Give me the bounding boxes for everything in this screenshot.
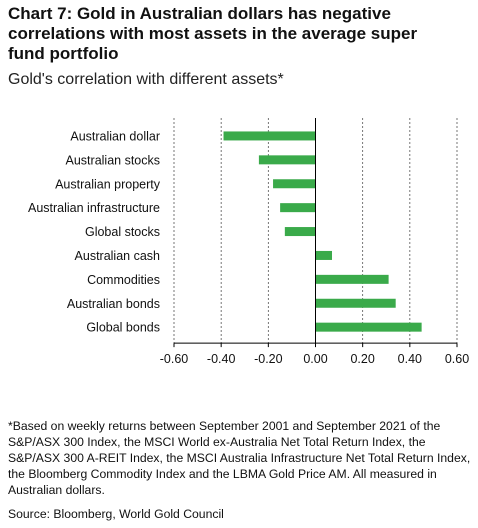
x-tick-label: 0.60 <box>445 352 469 366</box>
bar <box>223 131 316 141</box>
bar <box>315 298 396 308</box>
bar <box>273 179 316 189</box>
category-label: Australian stocks <box>66 153 160 167</box>
category-label: Global stocks <box>85 225 160 239</box>
footnote: *Based on weekly returns between Septemb… <box>8 419 471 497</box>
x-tick-label: 0.20 <box>350 352 374 366</box>
category-label: Australian dollar <box>70 129 160 143</box>
chart-subtitle: Gold's correlation with different assets… <box>8 71 284 88</box>
bar <box>315 250 333 260</box>
x-tick-label: -0.40 <box>207 352 236 366</box>
bar <box>258 155 316 165</box>
category-label: Global bonds <box>86 321 160 335</box>
correlation-bar-chart: Australian dollar Australian stocks Austra… <box>28 118 469 366</box>
category-label: Australian bonds <box>67 297 160 311</box>
category-label: Australian cash <box>75 249 161 263</box>
category-label: Australian property <box>55 177 161 191</box>
source-note: Source: Bloomberg, World Gold Council <box>8 507 224 521</box>
bar <box>315 274 389 284</box>
x-tick-label: 0.40 <box>398 352 422 366</box>
bar <box>315 322 422 332</box>
x-tick-label: 0.00 <box>303 352 327 366</box>
category-label: Commodities <box>87 273 160 287</box>
x-tick-label: -0.20 <box>254 352 283 366</box>
chart-title: Chart 7: Gold in Australian dollars has … <box>8 4 418 63</box>
x-tick-label: -0.60 <box>160 352 189 366</box>
bar <box>280 203 316 213</box>
category-label: Australian infrastructure <box>28 201 160 215</box>
bar <box>284 227 316 237</box>
